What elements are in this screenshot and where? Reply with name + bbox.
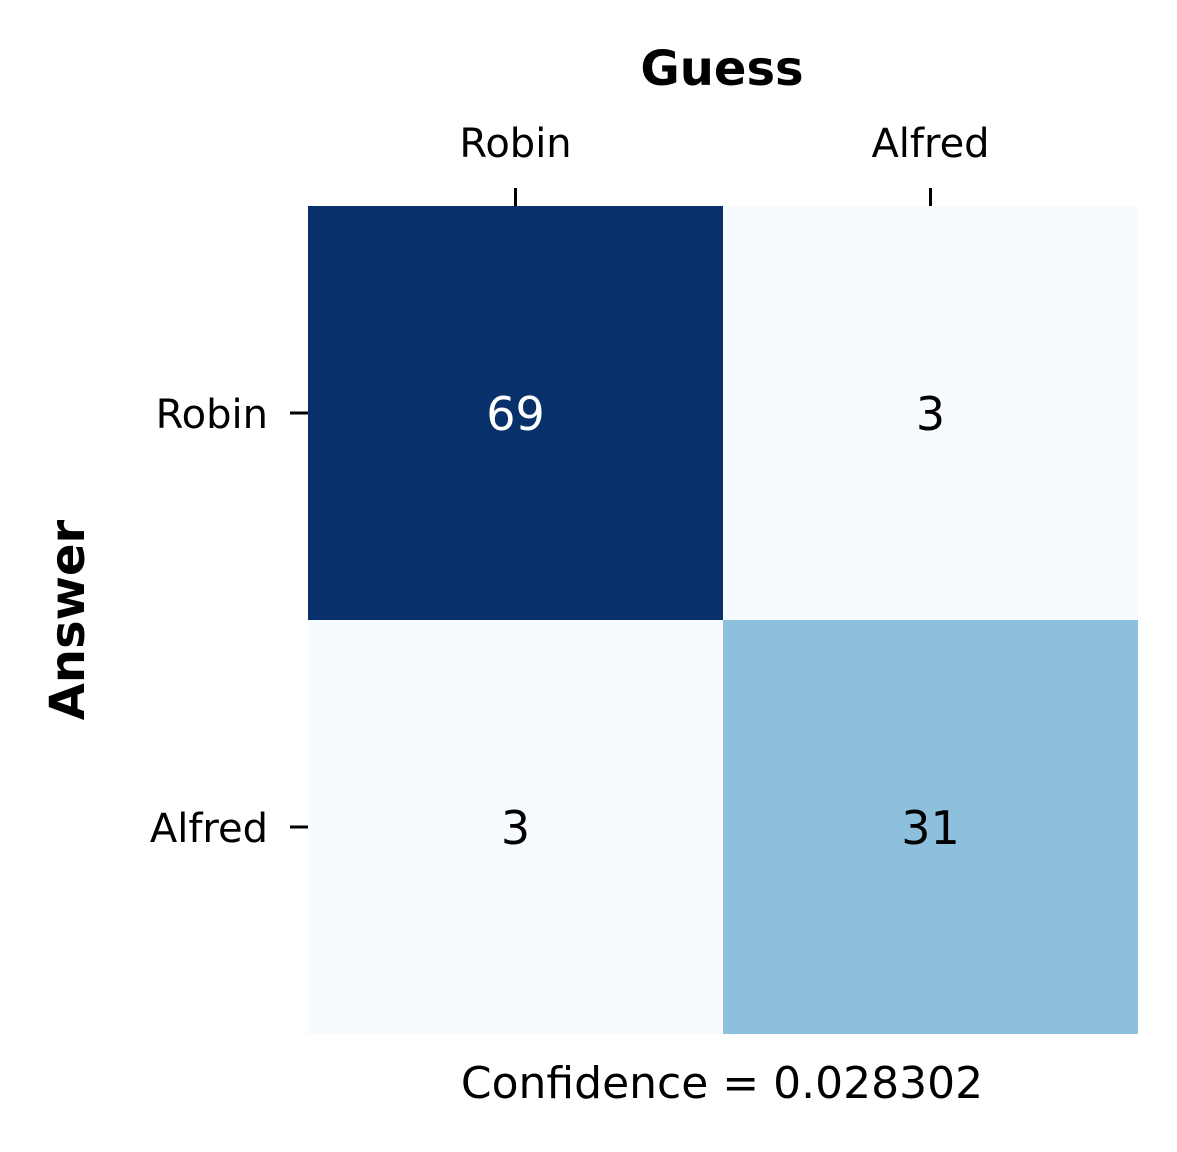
cell-value-label: 31 xyxy=(901,801,960,855)
y-tick-label: Robin xyxy=(156,392,268,438)
y-tick-label: Alfred xyxy=(150,806,268,852)
heatmap-cell-robin-robin xyxy=(308,206,723,620)
x-axis-title: Guess xyxy=(640,41,803,97)
heatmap-cell-robin-alfred xyxy=(723,206,1138,620)
heatmap-cell-alfred-alfred xyxy=(723,620,1138,1034)
x-tick-label: Robin xyxy=(459,121,571,167)
confidence-caption: Confidence = 0.028302 xyxy=(461,1058,983,1109)
y-axis-title: Answer xyxy=(40,519,96,720)
x-tick-label: Alfred xyxy=(871,121,989,167)
cell-value-label: 3 xyxy=(916,387,945,441)
heatmap-cell-alfred-robin xyxy=(308,620,723,1034)
cell-value-label: 69 xyxy=(486,387,545,441)
heatmap-cell-labels: 69 3 3 31 xyxy=(486,387,960,855)
x-axis-ticks: Robin Alfred xyxy=(459,121,990,206)
y-axis-ticks: Robin Alfred xyxy=(150,392,308,852)
cell-value-label: 3 xyxy=(501,801,530,855)
heatmap-cells xyxy=(308,206,1138,1034)
